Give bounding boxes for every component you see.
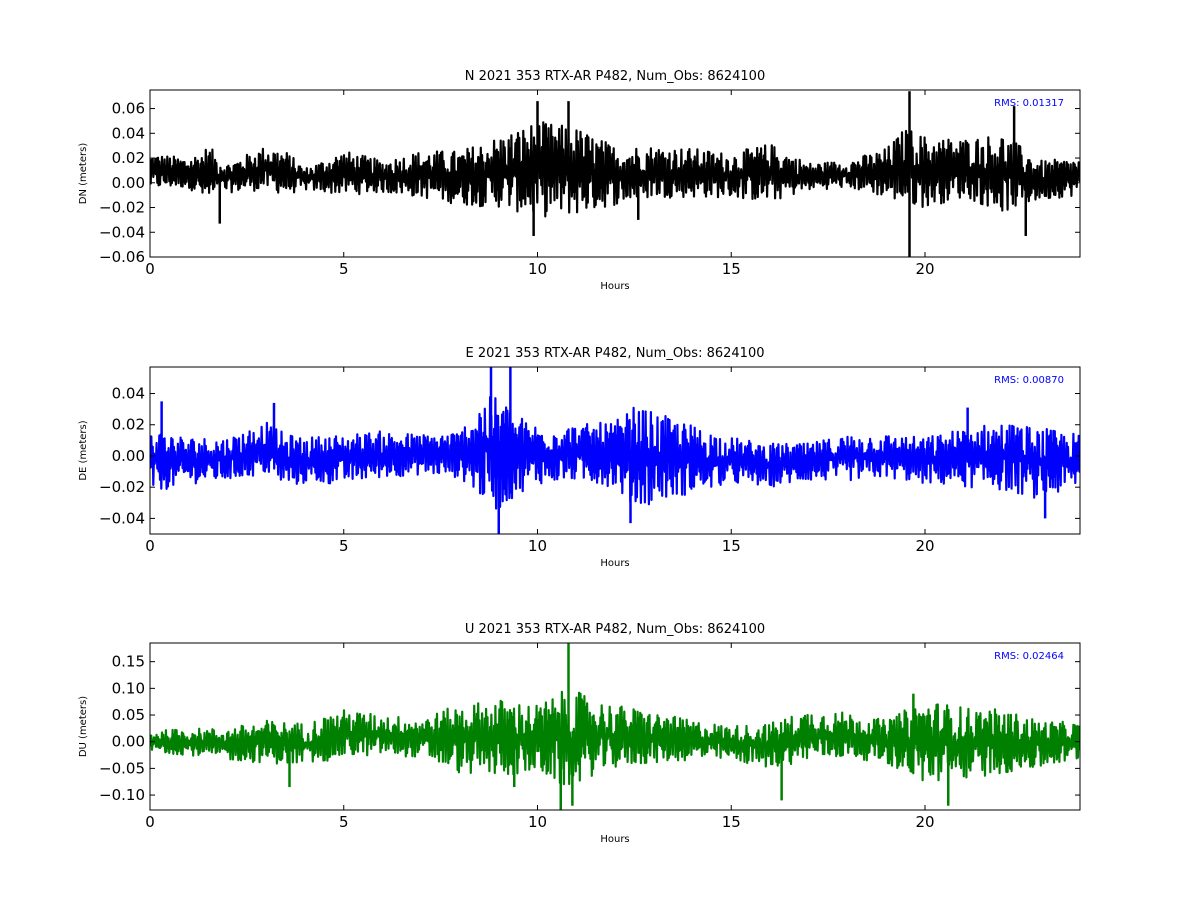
panel-up: U 2021 353 RTX-AR P482, Num_Obs: 8624100… xyxy=(78,622,1081,845)
panel-up-ytick-label: 0.10 xyxy=(112,679,145,697)
panel-north-xtick-label: 10 xyxy=(528,260,547,278)
panel-up-ytick-label: 0.05 xyxy=(112,706,145,724)
panel-up-xtick-label: 10 xyxy=(528,813,547,831)
panel-north-axes-frame xyxy=(149,89,1081,258)
panel-north-ytick-label: 0.06 xyxy=(112,100,145,118)
panel-north-rms-label: RMS: 0.01317 xyxy=(994,98,1064,109)
panel-east: E 2021 353 RTX-AR P482, Num_Obs: 8624100… xyxy=(78,346,1081,569)
panel-east-ytick-label: −0.04 xyxy=(99,509,145,527)
panel-east-axes-frame xyxy=(149,366,1081,535)
panel-north-title: N 2021 353 RTX-AR P482, Num_Obs: 8624100 xyxy=(465,69,765,84)
panel-up-rms-label: RMS: 0.02464 xyxy=(994,651,1064,662)
panel-north: N 2021 353 RTX-AR P482, Num_Obs: 8624100… xyxy=(78,69,1081,292)
panel-east-series-line xyxy=(150,396,1080,511)
panel-north-ytick-label: 0.02 xyxy=(112,149,145,167)
panel-east-ytick-label: 0.04 xyxy=(112,385,145,403)
panel-up-xtick-label: 0 xyxy=(145,813,155,831)
panel-east-xlabel: Hours xyxy=(600,558,629,569)
panel-north-ytick-label: −0.04 xyxy=(99,223,145,241)
panel-up-title: U 2021 353 RTX-AR P482, Num_Obs: 8624100 xyxy=(465,622,765,637)
panel-north-ytick-label: 0.00 xyxy=(112,174,145,192)
panel-up-ylabel: DU (meters) xyxy=(78,696,89,757)
panel-up-xtick-label: 20 xyxy=(915,813,934,831)
panel-east-title: E 2021 353 RTX-AR P482, Num_Obs: 8624100 xyxy=(466,346,765,361)
panel-up-ytick-label: −0.05 xyxy=(99,759,145,777)
panel-east-ytick-label: 0.00 xyxy=(112,447,145,465)
panel-up-series-line xyxy=(150,690,1080,786)
panel-north-xtick-label: 0 xyxy=(145,260,155,278)
panel-up-ytick-label: −0.10 xyxy=(99,786,145,804)
panel-east-xtick-label: 0 xyxy=(145,537,155,555)
panel-east-xtick-label: 20 xyxy=(915,537,934,555)
panel-north-ylabel: DN (meters) xyxy=(78,143,89,205)
panel-east-xtick-label: 15 xyxy=(722,537,741,555)
panel-east-rms-label: RMS: 0.00870 xyxy=(994,375,1064,386)
panel-up-xlabel: Hours xyxy=(600,834,629,845)
panel-up-axes-frame xyxy=(149,642,1081,811)
panel-north-xtick-label: 15 xyxy=(722,260,741,278)
panel-north-ytick-label: 0.04 xyxy=(112,124,145,142)
panel-north-series-line xyxy=(150,121,1080,218)
panel-up-ytick-label: 0.15 xyxy=(112,653,145,671)
panel-east-ytick-label: 0.02 xyxy=(112,416,145,434)
panel-north-xlabel: Hours xyxy=(600,281,629,292)
panel-north-ytick-label: −0.02 xyxy=(99,199,145,217)
panel-east-ylabel: DE (meters) xyxy=(78,420,89,480)
panel-up-xtick-label: 5 xyxy=(339,813,349,831)
panel-east-xtick-label: 10 xyxy=(528,537,547,555)
panel-up-xtick-label: 15 xyxy=(722,813,741,831)
panel-up-ytick-label: 0.00 xyxy=(112,733,145,751)
panel-north-xtick-label: 5 xyxy=(339,260,349,278)
panel-east-ytick-label: −0.02 xyxy=(99,478,145,496)
panel-north-ytick-label: −0.06 xyxy=(99,248,145,266)
panel-east-xtick-label: 5 xyxy=(339,537,349,555)
panel-north-xtick-label: 20 xyxy=(915,260,934,278)
